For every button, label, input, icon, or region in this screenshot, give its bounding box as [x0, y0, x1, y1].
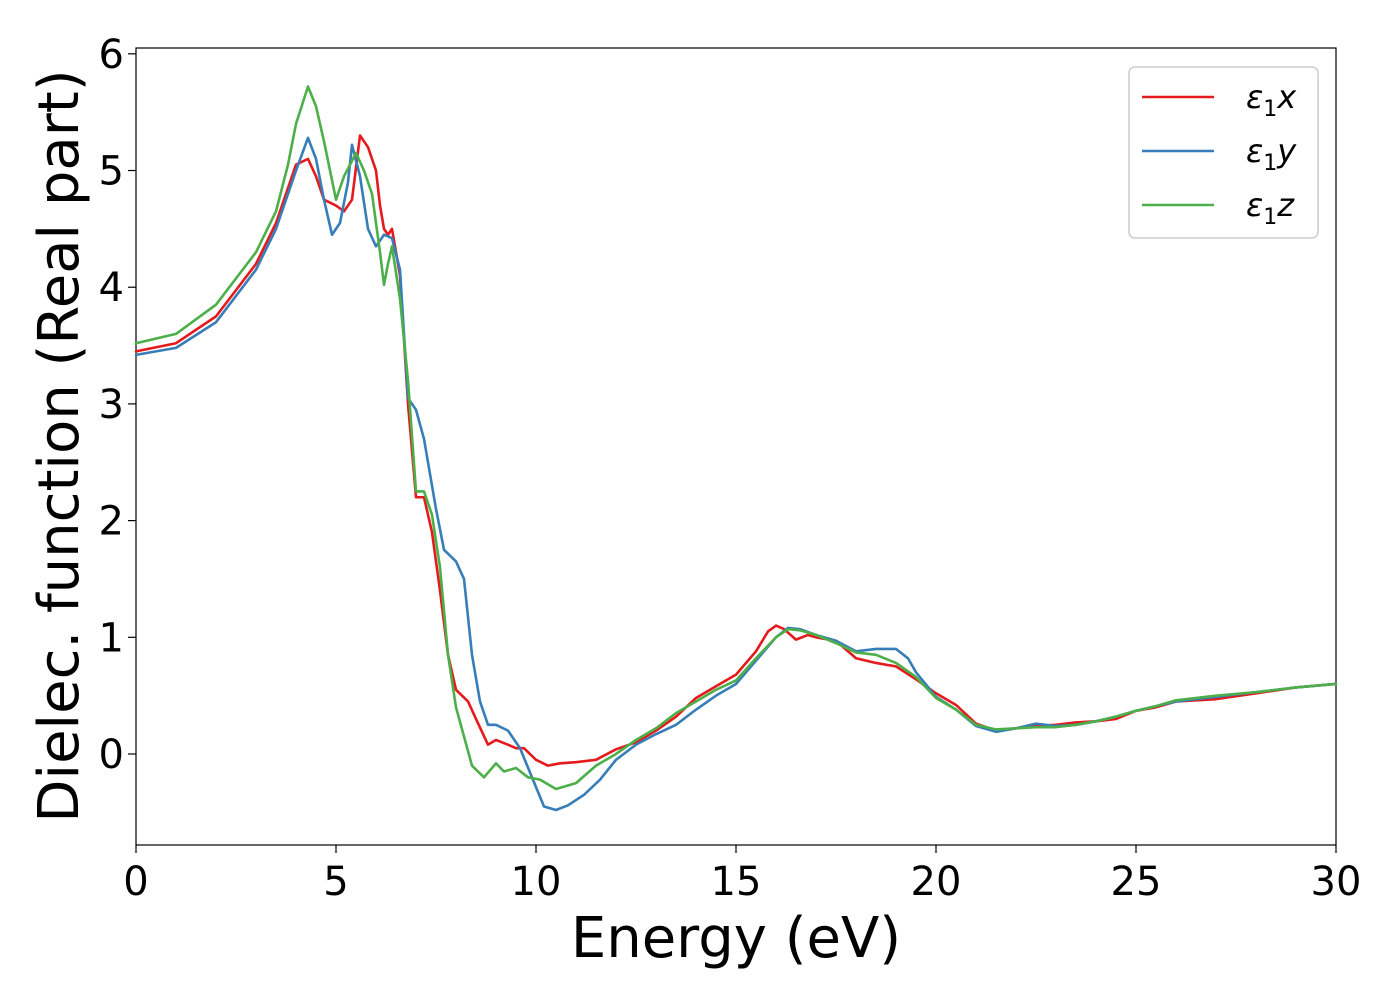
y-axis-label: Dielec. function (Real part)	[27, 69, 92, 822]
x-tick-label: 5	[323, 859, 348, 905]
y-tick-label: 1	[99, 615, 124, 661]
y-tick-label: 6	[99, 32, 124, 78]
legend-label-3: ε1z	[1246, 186, 1295, 230]
series-line-3	[134, 85, 1338, 791]
x-tick-label: 0	[123, 859, 148, 905]
legend-box	[1128, 66, 1319, 239]
legend-label-var: x	[1276, 78, 1297, 116]
series-layer	[134, 85, 1338, 812]
x-tick-label: 25	[1111, 859, 1162, 905]
x-tick-label: 10	[511, 859, 562, 905]
legend-label-var: z	[1276, 186, 1295, 224]
legend-label-sub: 1	[1263, 151, 1277, 176]
x-tick-label: 15	[711, 859, 762, 905]
y-tick-label: 5	[99, 149, 124, 195]
y-tick-label: 3	[99, 382, 124, 428]
y-tick-label: 2	[99, 499, 124, 545]
y-tick-label: 4	[99, 265, 124, 311]
legend-label-2: ε1y	[1246, 132, 1297, 176]
x-axis-label: Energy (eV)	[571, 906, 901, 971]
y-tick-label: 0	[99, 732, 124, 778]
legend-label-var: y	[1276, 132, 1297, 170]
x-ticks: 0 5 10 15 20 25 30	[123, 845, 1361, 905]
legend-label-1: ε1x	[1246, 78, 1297, 122]
legend-label-base: ε	[1246, 132, 1263, 170]
legend-label-sub: 1	[1263, 205, 1277, 230]
x-tick-label: 20	[911, 859, 962, 905]
y-ticks: 0 1 2 3 4 5 6	[99, 32, 136, 778]
legend-label-base: ε	[1246, 186, 1263, 224]
legend-label-base: ε	[1246, 78, 1263, 116]
x-tick-label: 30	[1311, 859, 1362, 905]
legend-label-sub: 1	[1263, 97, 1277, 122]
